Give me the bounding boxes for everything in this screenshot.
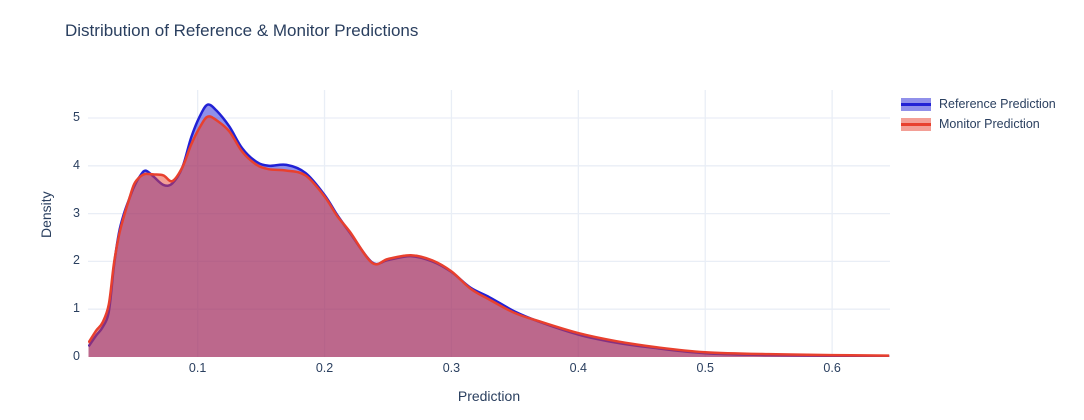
- legend-label: Reference Prediction: [939, 97, 1056, 111]
- x-tick-label: 0.3: [442, 361, 461, 375]
- y-tick-label: 0: [73, 349, 80, 363]
- y-tick-label: 4: [73, 157, 80, 172]
- legend-swatch-line: [901, 122, 931, 126]
- chart-title: Distribution of Reference & Monitor Pred…: [65, 21, 419, 40]
- legend-swatch-icon: [901, 97, 931, 111]
- x-tick-label: 0.4: [569, 361, 588, 375]
- plot-area[interactable]: [88, 90, 890, 357]
- y-tick-label: 5: [73, 110, 80, 124]
- legend: Reference Prediction Monitor Prediction: [901, 94, 1056, 134]
- series-fill-1: [88, 116, 890, 357]
- legend-label: Monitor Prediction: [939, 117, 1040, 131]
- y-tick-label: 2: [73, 253, 80, 268]
- y-tick-label: 1: [73, 301, 80, 316]
- series-line-1: [88, 115, 890, 357]
- legend-swatch-line: [901, 102, 931, 106]
- x-tick-label: 0.5: [696, 361, 714, 375]
- y-axis-title: Density: [38, 191, 54, 238]
- legend-swatch-icon: [901, 117, 931, 131]
- x-tick-label: 0.1: [188, 361, 207, 375]
- legend-item-monitor[interactable]: Monitor Prediction: [901, 114, 1056, 134]
- x-tick-label: 0.6: [823, 361, 841, 375]
- y-tick-label: 3: [73, 205, 80, 220]
- legend-item-reference[interactable]: Reference Prediction: [901, 94, 1056, 114]
- x-axis-title: Prediction: [457, 388, 521, 404]
- x-tick-label: 0.2: [315, 361, 334, 375]
